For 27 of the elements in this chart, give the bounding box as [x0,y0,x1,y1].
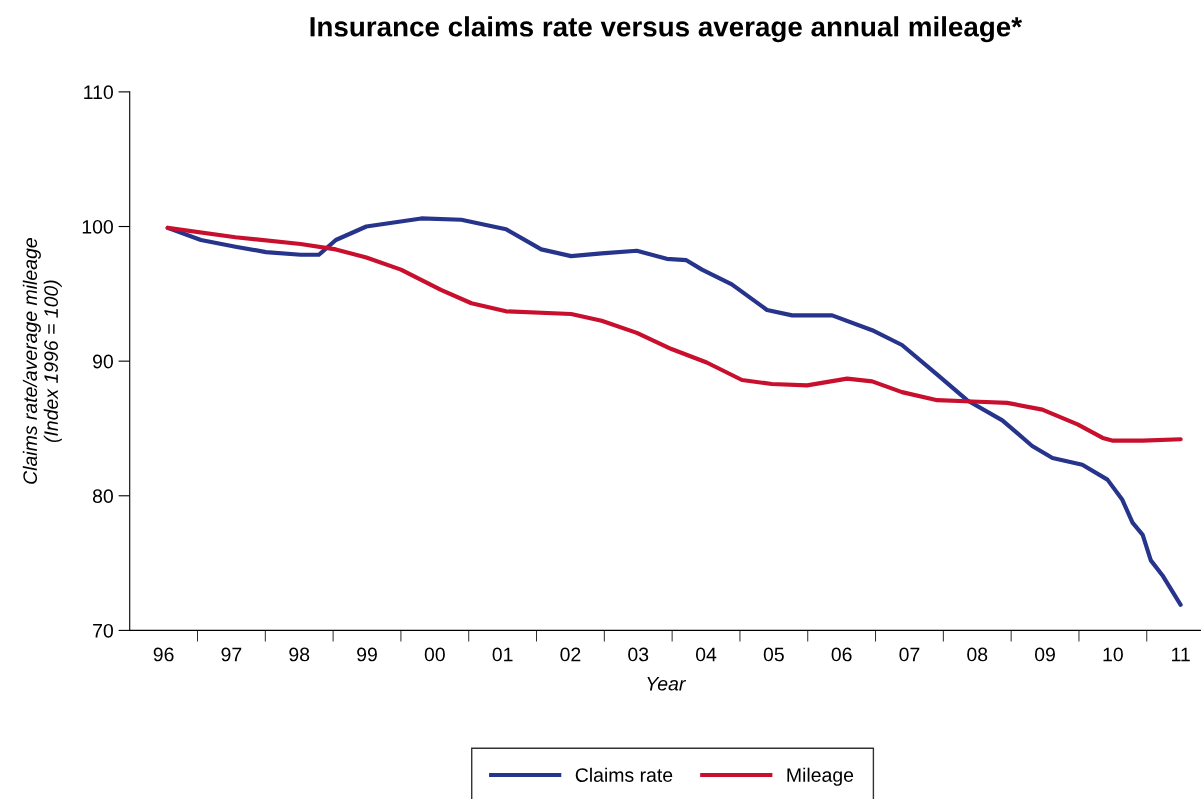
y-axis-title: Claims rate/average mileage (Index 1996 = 100) [22,238,62,484]
y-tick-label: 100 [82,219,113,234]
x-tick-label: 03 [628,647,649,662]
x-tick-label: 97 [221,647,242,662]
x-tick-label: 01 [492,647,513,662]
x-tick-label: 99 [357,647,377,662]
x-tick-label: 05 [763,647,784,662]
legend-label: Claims rate [575,767,673,782]
x-tick-label: 00 [424,647,445,662]
x-tick-label: 11 [1172,647,1190,662]
y-tick-label: 80 [92,489,113,504]
x-tick-label: 07 [899,647,920,662]
x-axis-title: Year [647,677,687,691]
x-tick-label: 96 [153,647,174,662]
x-tick-label: 04 [695,647,717,662]
x-tick-label: 98 [289,647,310,662]
line-series [165,225,1183,443]
y-tick-label: 110 [84,85,113,100]
x-tick-label: 02 [560,647,581,662]
chart-title: Insurance claims rate versus average annual mileage* [310,16,1023,43]
x-tick-label: 10 [1103,647,1123,662]
x-tick-label: 09 [1035,647,1055,662]
legend-label: Mileage [787,767,854,786]
y-tick-label: 90 [93,354,113,369]
y-tick-label: 70 [93,623,113,638]
x-tick-label: 06 [831,647,852,662]
x-tick-label: 08 [967,647,988,662]
